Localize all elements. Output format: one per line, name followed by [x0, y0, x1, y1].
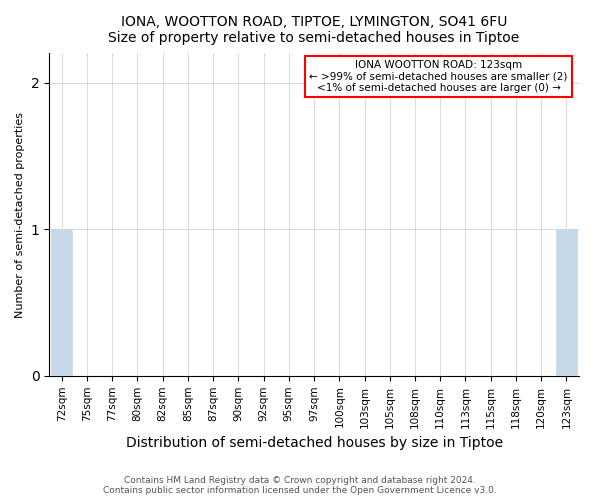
- Text: Contains HM Land Registry data © Crown copyright and database right 2024.
Contai: Contains HM Land Registry data © Crown c…: [103, 476, 497, 495]
- Y-axis label: Number of semi-detached properties: Number of semi-detached properties: [15, 112, 25, 318]
- Title: IONA, WOOTTON ROAD, TIPTOE, LYMINGTON, SO41 6FU
Size of property relative to sem: IONA, WOOTTON ROAD, TIPTOE, LYMINGTON, S…: [109, 15, 520, 45]
- X-axis label: Distribution of semi-detached houses by size in Tiptoe: Distribution of semi-detached houses by …: [125, 436, 503, 450]
- Bar: [51, 229, 73, 376]
- Text: IONA WOOTTON ROAD: 123sqm
← >99% of semi-detached houses are smaller (2)
<1% of : IONA WOOTTON ROAD: 123sqm ← >99% of semi…: [310, 60, 568, 93]
- Bar: [556, 229, 577, 376]
